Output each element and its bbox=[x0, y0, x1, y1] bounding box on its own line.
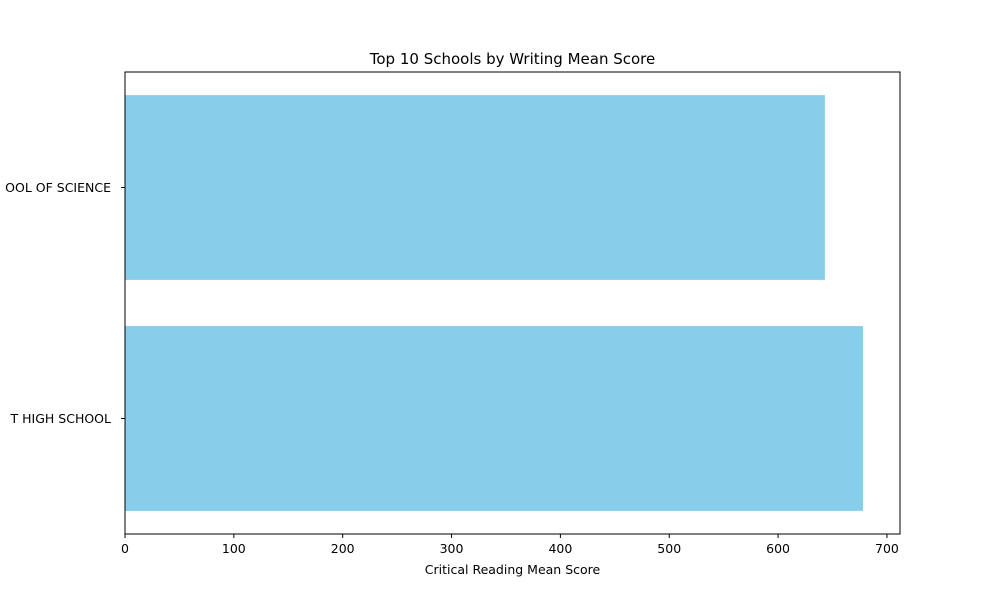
y-axis-ticks: T HIGH SCHOOL OOL OF SCIENCE bbox=[5, 180, 125, 426]
x-tick-label: 0 bbox=[121, 541, 129, 556]
x-tick-label: 300 bbox=[440, 541, 464, 556]
chart-title: Top 10 Schools by Writing Mean Score bbox=[369, 50, 655, 68]
x-tick-label: 100 bbox=[222, 541, 246, 556]
y-tick-label: OOL OF SCIENCE bbox=[5, 180, 111, 195]
x-tick-label: 200 bbox=[331, 541, 355, 556]
x-axis-ticks: 0 100 200 300 400 500 600 700 bbox=[121, 534, 899, 556]
bar-1 bbox=[125, 95, 825, 280]
x-axis-label: Critical Reading Mean Score bbox=[425, 562, 601, 577]
bar-0 bbox=[125, 326, 863, 511]
x-tick-label: 400 bbox=[548, 541, 572, 556]
x-tick-label: 500 bbox=[657, 541, 681, 556]
x-tick-label: 700 bbox=[875, 541, 899, 556]
plot-frame bbox=[124, 71, 901, 535]
bars-group bbox=[125, 95, 863, 511]
x-tick-label: 600 bbox=[766, 541, 790, 556]
y-tick-label: T HIGH SCHOOL bbox=[10, 411, 111, 426]
